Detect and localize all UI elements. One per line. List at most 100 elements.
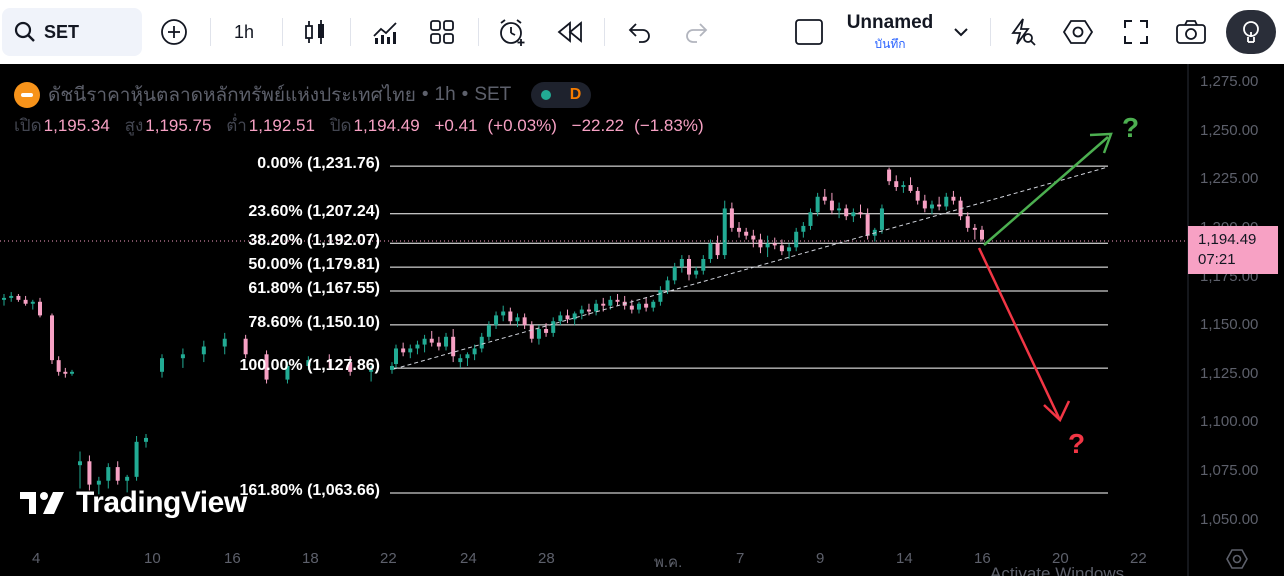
candle[interactable]	[180, 348, 185, 368]
timeframe-button[interactable]: 1h	[233, 21, 255, 42]
candle[interactable]	[494, 311, 499, 330]
candle[interactable]	[9, 292, 14, 302]
candle[interactable]	[70, 369, 74, 376]
layout-menu-button[interactable]	[946, 10, 976, 54]
candle[interactable]	[30, 299, 35, 310]
candle[interactable]	[972, 223, 977, 240]
candle[interactable]	[222, 332, 227, 355]
candle[interactable]	[544, 323, 549, 337]
candle[interactable]	[808, 208, 813, 230]
candle[interactable]	[327, 354, 332, 368]
candle[interactable]	[594, 299, 599, 316]
candle[interactable]	[264, 350, 269, 384]
candle[interactable]	[879, 204, 884, 234]
candle[interactable]	[829, 192, 834, 215]
candle[interactable]	[687, 255, 691, 281]
candle[interactable]	[787, 243, 792, 259]
publish-idea-button[interactable]	[1226, 10, 1276, 54]
candle[interactable]	[451, 329, 456, 363]
candle[interactable]	[715, 235, 720, 259]
candle[interactable]	[306, 356, 311, 370]
candle[interactable]	[980, 225, 984, 242]
candle[interactable]	[50, 313, 54, 365]
candle[interactable]	[144, 434, 148, 448]
candle[interactable]	[929, 200, 934, 215]
candle[interactable]	[285, 362, 290, 384]
candle[interactable]	[779, 239, 784, 256]
bearish-question-mark[interactable]: ?	[1068, 428, 1086, 459]
snapshot-button[interactable]	[1172, 10, 1210, 54]
candle[interactable]	[486, 321, 491, 341]
undo-button[interactable]	[622, 10, 658, 54]
candle[interactable]	[408, 344, 413, 359]
candle[interactable]	[415, 340, 420, 355]
indicators-button[interactable]	[368, 10, 404, 54]
candle[interactable]	[586, 303, 591, 316]
candle[interactable]	[369, 365, 374, 382]
candle[interactable]	[672, 262, 677, 285]
layout-name-button[interactable]: Unnamed บันทึก	[844, 12, 936, 54]
candle[interactable]	[951, 190, 956, 205]
candle[interactable]	[865, 208, 870, 240]
candle[interactable]	[887, 167, 892, 186]
layout-toggle-button[interactable]	[792, 10, 826, 54]
candle[interactable]	[622, 295, 627, 310]
candle[interactable]	[106, 463, 111, 489]
candle[interactable]	[651, 299, 656, 312]
chart-type-button[interactable]	[298, 10, 332, 54]
candle[interactable]	[515, 313, 520, 328]
candle[interactable]	[501, 305, 506, 322]
candle[interactable]	[772, 237, 777, 250]
symbol-search-button[interactable]: SET	[2, 8, 142, 56]
candle[interactable]	[558, 311, 563, 326]
market-status-badge[interactable]: D	[531, 82, 592, 108]
bearish-scenario-arrow[interactable]	[977, 247, 1071, 423]
settings-button[interactable]	[1060, 10, 1096, 54]
candle[interactable]	[243, 334, 248, 359]
candle[interactable]	[529, 321, 534, 343]
candle[interactable]	[722, 200, 727, 259]
candle[interactable]	[23, 295, 28, 306]
candle[interactable]	[751, 229, 756, 248]
candle[interactable]	[944, 192, 949, 211]
chart-canvas[interactable]	[0, 64, 1284, 576]
candle[interactable]	[965, 212, 970, 232]
candle[interactable]	[2, 294, 6, 306]
candle[interactable]	[444, 332, 449, 351]
candle[interactable]	[579, 305, 584, 320]
candle[interactable]	[572, 311, 577, 326]
candle[interactable]	[38, 297, 42, 318]
candle[interactable]	[901, 181, 906, 193]
candle[interactable]	[894, 175, 899, 191]
candle[interactable]	[78, 451, 82, 489]
candle[interactable]	[937, 196, 942, 211]
candle[interactable]	[87, 455, 92, 491]
candle[interactable]	[758, 233, 763, 254]
candle[interactable]	[508, 307, 513, 326]
candle[interactable]	[601, 297, 606, 312]
candle[interactable]	[915, 187, 920, 205]
tradingview-logo[interactable]: TradingView	[20, 486, 247, 520]
candle[interactable]	[565, 309, 570, 324]
candle[interactable]	[837, 202, 842, 219]
candle[interactable]	[701, 255, 706, 275]
candle[interactable]	[636, 301, 641, 314]
candle[interactable]	[56, 356, 61, 376]
chart-settings-icon[interactable]	[1226, 548, 1248, 570]
candle[interactable]	[872, 227, 877, 242]
bullish-question-mark[interactable]: ?	[1122, 112, 1140, 143]
candle[interactable]	[134, 435, 139, 481]
symbol-description[interactable]: ดัชนีราคาหุ้นตลาดหลักทรัพย์แห่งประเทศไทย	[48, 85, 416, 106]
candle[interactable]	[658, 286, 663, 306]
candle[interactable]	[160, 354, 164, 378]
candle[interactable]	[63, 367, 68, 378]
candle[interactable]	[429, 330, 434, 347]
candle[interactable]	[794, 227, 799, 252]
candle[interactable]	[815, 192, 820, 217]
candle[interactable]	[125, 474, 130, 493]
fullscreen-button[interactable]	[1118, 10, 1154, 54]
templates-button[interactable]	[424, 10, 460, 54]
chart-pane[interactable]: ดัชนีราคาหุ้นตลาดหลักทรัพย์แห่งประเทศไทย…	[0, 64, 1284, 576]
candle[interactable]	[96, 476, 101, 495]
candle[interactable]	[401, 342, 406, 357]
